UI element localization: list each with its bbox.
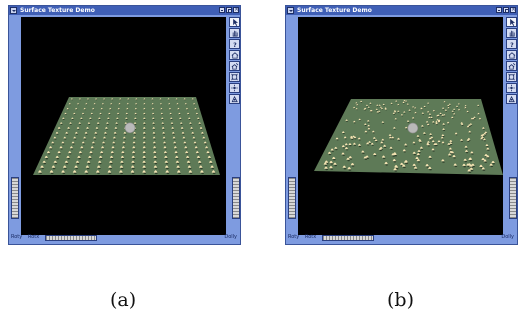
rotate-y-thumbwheel[interactable] <box>288 177 296 219</box>
seek-button[interactable] <box>229 83 240 93</box>
perspective-button[interactable] <box>229 94 240 104</box>
ground-plane <box>314 99 503 175</box>
help-icon: ? <box>233 42 237 48</box>
dolly-thumbwheel[interactable] <box>509 177 517 219</box>
hand-button[interactable] <box>229 28 240 38</box>
roty-label: Roty <box>11 234 23 240</box>
dolly-label: Dolly <box>224 234 237 240</box>
home-icon <box>231 52 239 59</box>
scene-canvas <box>314 99 503 175</box>
set-home-button[interactable] <box>506 61 517 71</box>
home-icon <box>508 52 516 59</box>
view-all-icon <box>508 73 515 81</box>
dolly-thumbwheel[interactable] <box>232 177 240 219</box>
close-button[interactable] <box>233 6 239 14</box>
maximize-button[interactable] <box>226 7 232 13</box>
title-bar[interactable]: Surface Texture Demo <box>9 6 240 15</box>
hand-button[interactable] <box>506 28 517 38</box>
window-menu-button[interactable] <box>10 7 17 14</box>
pointer-button[interactable] <box>229 17 240 27</box>
window-title: Surface Texture Demo <box>297 7 372 14</box>
minimize-button[interactable] <box>219 7 225 13</box>
view-all-icon <box>231 73 238 81</box>
help-button[interactable]: ? <box>229 39 240 49</box>
home-button[interactable] <box>229 50 240 60</box>
pointer-button[interactable] <box>506 17 517 27</box>
perspective-button[interactable] <box>506 94 517 104</box>
dolly-label: Dolly <box>501 234 514 240</box>
roty-label: Roty <box>288 234 300 240</box>
viewer-window-a: Surface Texture Demo ? Roty Rotx Dolly <box>8 5 241 245</box>
view-all-button[interactable] <box>229 72 240 82</box>
title-bar[interactable]: Surface Texture Demo <box>286 6 517 15</box>
caption-b: (b) <box>387 289 414 311</box>
hand-icon <box>509 30 515 37</box>
seek-icon <box>508 84 515 92</box>
set-home-icon <box>508 63 516 70</box>
svg-text:?: ? <box>510 42 514 48</box>
help-icon: ? <box>510 42 514 48</box>
viewer-window-b: Surface Texture Demo ? Roty Rotx Dolly <box>285 5 518 245</box>
rotx-label: Rotx <box>28 234 40 240</box>
scene-canvas <box>33 97 220 175</box>
view-all-button[interactable] <box>506 72 517 82</box>
center-sphere <box>124 122 136 134</box>
window-title: Surface Texture Demo <box>20 7 95 14</box>
svg-text:?: ? <box>233 42 237 48</box>
set-home-icon <box>231 63 239 70</box>
rotate-x-thumbwheel[interactable] <box>322 235 374 241</box>
seek-icon <box>231 84 238 92</box>
set-home-button[interactable] <box>229 61 240 71</box>
rotx-label: Rotx <box>305 234 317 240</box>
center-sphere <box>407 122 419 134</box>
seek-button[interactable] <box>506 83 517 93</box>
viewer-toolbar: ? <box>506 17 517 105</box>
caption-a: (a) <box>110 289 137 311</box>
perspective-icon <box>508 95 515 103</box>
maximize-button[interactable] <box>503 7 509 13</box>
help-button[interactable]: ? <box>506 39 517 49</box>
render-viewport[interactable] <box>298 17 503 235</box>
pointer-icon <box>233 18 239 26</box>
home-button[interactable] <box>506 50 517 60</box>
rotate-x-thumbwheel[interactable] <box>45 235 97 241</box>
hand-icon <box>232 30 238 37</box>
close-button[interactable] <box>510 6 516 14</box>
window-menu-button[interactable] <box>287 7 294 14</box>
perspective-icon <box>231 95 238 103</box>
rotate-y-thumbwheel[interactable] <box>11 177 19 219</box>
surface-bumps <box>323 100 496 174</box>
viewer-toolbar: ? <box>229 17 240 105</box>
minimize-button[interactable] <box>496 7 502 13</box>
ground-plane <box>33 97 220 175</box>
surface-bumps <box>38 98 216 175</box>
pointer-icon <box>510 18 516 26</box>
render-viewport[interactable] <box>21 17 226 235</box>
